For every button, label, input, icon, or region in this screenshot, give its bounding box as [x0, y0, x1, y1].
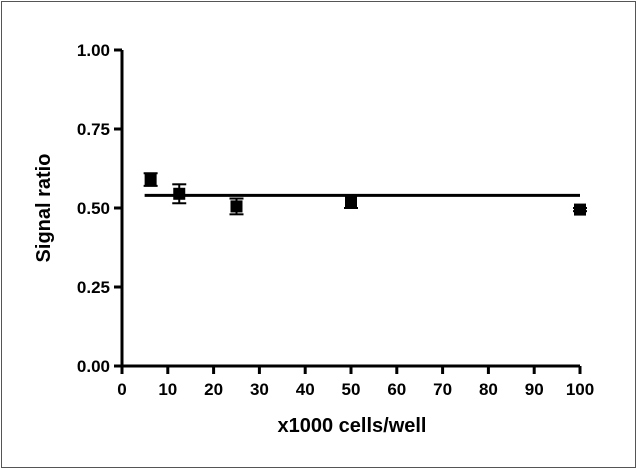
x-tick-label: 50: [342, 380, 361, 399]
data-point: [345, 195, 357, 208]
y-axis: 0.00 0.25 0.50 0.75 1.00: [77, 41, 124, 376]
x-tick-label: 60: [387, 380, 406, 399]
x-axis-label: x1000 cells/well: [277, 415, 426, 437]
x-tick-label: 30: [250, 380, 269, 399]
data-point: [574, 203, 586, 216]
x-tick-label: 70: [433, 380, 452, 399]
x-tick-label: 10: [158, 380, 177, 399]
y-tick-label: 0.75: [77, 120, 110, 139]
x-tick-label: 80: [479, 380, 498, 399]
data-point: [173, 187, 186, 200]
y-tick-label: 0.25: [77, 278, 110, 297]
x-axis: 0 10 20 30 40 50 60 70 80 90 100: [117, 364, 594, 399]
data-point: [144, 173, 157, 186]
x-tick-label: 100: [566, 380, 594, 399]
y-tick-label: 1.00: [77, 41, 110, 60]
x-tick-label: 20: [204, 380, 223, 399]
data-point: [230, 200, 243, 213]
x-tick-label: 90: [525, 380, 544, 399]
x-tick-label: 0: [117, 380, 126, 399]
y-tick-label: 0.50: [77, 199, 110, 218]
data-points: [143, 172, 587, 216]
x-tick-label: 40: [296, 380, 315, 399]
y-tick-label: 0.00: [77, 357, 110, 376]
y-axis-label: Signal ratio: [33, 154, 55, 263]
